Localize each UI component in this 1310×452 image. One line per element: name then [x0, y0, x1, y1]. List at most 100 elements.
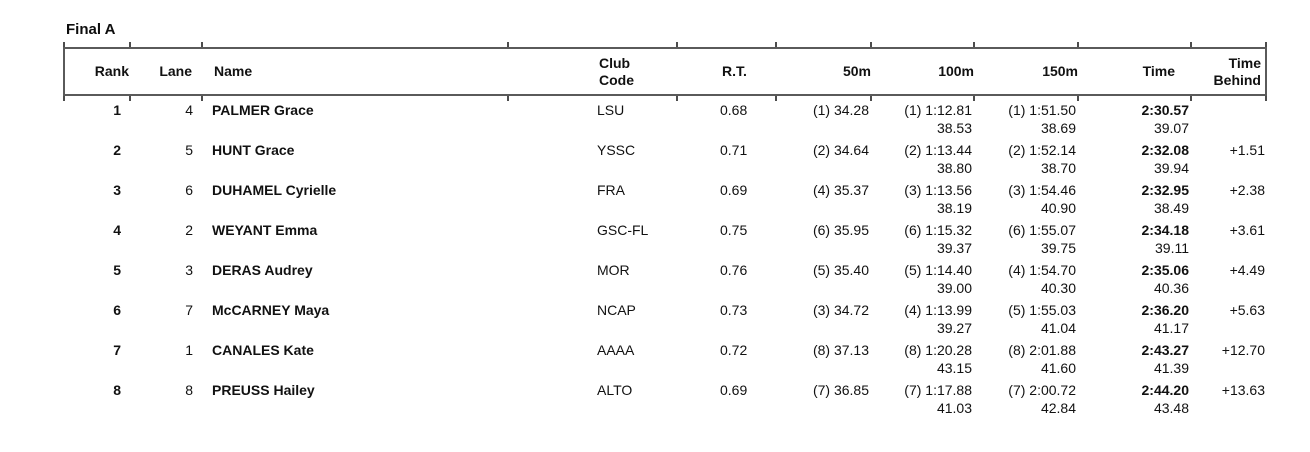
time-behind-cell: +4.49 [1229, 262, 1265, 278]
rank-cell: 6 [113, 302, 121, 318]
time-behind-cell: +3.61 [1229, 222, 1265, 238]
split-150m-lap: 42.84 [1040, 400, 1076, 416]
club-code-cell: AAAA [597, 342, 635, 358]
table-row: 2 5 HUNT Grace YSSC 0.71 (2) 34.64 (2) 1… [63, 138, 1267, 178]
column-tick [1265, 42, 1267, 47]
lane-cell: 3 [185, 262, 193, 278]
rank-cell: 2 [113, 142, 121, 158]
rank-cell: 7 [113, 342, 121, 358]
split-150m-time: (3) 1:54.46 [1008, 182, 1076, 198]
split-100m-cell: (7) 1:17.88 41.03 [871, 381, 974, 418]
name-cell: HUNT Grace [212, 142, 295, 158]
split-100m-cell: (4) 1:13.99 39.27 [871, 301, 974, 338]
column-tick [775, 96, 777, 101]
results-table: Rank Lane Name Club Code R.T. 50m 100m 1… [63, 42, 1267, 418]
split-100m-time: (7) 1:17.88 [904, 382, 972, 398]
split-100m-cell: (6) 1:15.32 39.37 [871, 221, 974, 258]
time-behind-cell: +2.38 [1229, 182, 1265, 198]
split-150m-time: (6) 1:55.07 [1008, 222, 1076, 238]
reaction-time-cell: 0.73 [720, 302, 748, 318]
final-time-cell: 2:30.57 39.07 [1078, 101, 1191, 138]
split-100m-cell: (2) 1:13.44 38.80 [871, 141, 974, 178]
final-lap: 38.49 [1153, 200, 1189, 216]
split-100m-lap: 39.27 [936, 320, 972, 336]
header-time-behind: Time Behind [1213, 54, 1261, 88]
split-100m-cell: (8) 1:20.28 43.15 [871, 341, 974, 378]
split-150m-lap: 38.69 [1040, 120, 1076, 136]
header-name: Name [214, 63, 253, 79]
split-150m-lap: 40.90 [1040, 200, 1076, 216]
header-reaction-time: R.T. [722, 63, 747, 79]
final-time-cell: 2:36.20 41.17 [1078, 301, 1191, 338]
column-tick [129, 96, 131, 101]
final-time: 2:30.57 [1141, 102, 1189, 118]
column-tick [676, 42, 678, 47]
column-tick [1077, 96, 1079, 101]
column-tick [1265, 96, 1267, 101]
final-lap: 41.17 [1153, 320, 1189, 336]
header-rank: Rank [94, 63, 129, 79]
final-time-cell: 2:32.95 38.49 [1078, 181, 1191, 218]
final-time: 2:44.20 [1141, 382, 1189, 398]
table-row: 6 7 McCARNEY Maya NCAP 0.73 (3) 34.72 (4… [63, 298, 1267, 338]
club-code-cell: GSC-FL [597, 222, 649, 238]
name-cell: PALMER Grace [212, 102, 314, 118]
lane-cell: 7 [185, 302, 193, 318]
name-cell: DUHAMEL Cyrielle [212, 182, 337, 198]
final-time-cell: 2:34.18 39.11 [1078, 221, 1191, 258]
table-header: Rank Lane Name Club Code R.T. 50m 100m 1… [63, 42, 1267, 101]
time-behind-cell: +13.63 [1221, 382, 1265, 398]
club-code-cell: FRA [597, 182, 625, 198]
split-50m-cell: (6) 35.95 [812, 222, 869, 238]
lane-cell: 5 [185, 142, 193, 158]
final-lap: 43.48 [1153, 400, 1189, 416]
reaction-time-cell: 0.71 [720, 142, 748, 158]
name-cell: CANALES Kate [212, 342, 314, 358]
final-lap: 39.07 [1153, 120, 1189, 136]
name-cell: PREUSS Hailey [212, 382, 315, 398]
final-lap: 41.39 [1153, 360, 1189, 376]
split-150m-lap: 40.30 [1040, 280, 1076, 296]
table-row: 4 2 WEYANT Emma GSC-FL 0.75 (6) 35.95 (6… [63, 218, 1267, 258]
split-50m-cell: (3) 34.72 [812, 302, 869, 318]
final-time-cell: 2:43.27 41.39 [1078, 341, 1191, 378]
time-behind-cell: +1.51 [1229, 142, 1265, 158]
column-tick [63, 96, 65, 101]
split-100m-lap: 41.03 [936, 400, 972, 416]
time-behind-cell: +12.70 [1221, 342, 1265, 358]
split-100m-lap: 38.19 [936, 200, 972, 216]
final-time: 2:32.95 [1141, 182, 1189, 198]
split-50m-cell: (7) 36.85 [812, 382, 869, 398]
rank-cell: 1 [113, 102, 121, 118]
final-time-cell: 2:44.20 43.48 [1078, 381, 1191, 418]
club-code-cell: MOR [597, 262, 630, 278]
table-body: 1 4 PALMER Grace LSU 0.68 (1) 34.28 (1) … [63, 98, 1267, 418]
split-100m-lap: 38.53 [936, 120, 972, 136]
column-tick [870, 42, 872, 47]
club-code-cell: YSSC [597, 142, 636, 158]
split-150m-time: (4) 1:54.70 [1008, 262, 1076, 278]
split-150m-cell: (4) 1:54.70 40.30 [974, 261, 1078, 298]
rank-cell: 8 [113, 382, 121, 398]
table-row: 1 4 PALMER Grace LSU 0.68 (1) 34.28 (1) … [63, 98, 1267, 138]
split-150m-cell: (1) 1:51.50 38.69 [974, 101, 1078, 138]
table-row: 8 8 PREUSS Hailey ALTO 0.69 (7) 36.85 (7… [63, 378, 1267, 418]
column-tick [507, 96, 509, 101]
split-150m-time: (5) 1:55.03 [1008, 302, 1076, 318]
split-100m-time: (4) 1:13.99 [904, 302, 972, 318]
rank-cell: 4 [113, 222, 121, 238]
split-150m-cell: (3) 1:54.46 40.90 [974, 181, 1078, 218]
reaction-time-cell: 0.69 [720, 382, 748, 398]
split-150m-cell: (5) 1:55.03 41.04 [974, 301, 1078, 338]
rank-cell: 5 [113, 262, 121, 278]
rank-cell: 3 [113, 182, 121, 198]
final-time-cell: 2:32.08 39.94 [1078, 141, 1191, 178]
header-club-code: Club Code [599, 54, 634, 88]
club-code-cell: LSU [597, 102, 625, 118]
reaction-time-cell: 0.76 [720, 262, 748, 278]
split-150m-time: (7) 2:00.72 [1008, 382, 1076, 398]
table-row: 3 6 DUHAMEL Cyrielle FRA 0.69 (4) 35.37 … [63, 178, 1267, 218]
column-tick [201, 96, 203, 101]
reaction-time-cell: 0.69 [720, 182, 748, 198]
